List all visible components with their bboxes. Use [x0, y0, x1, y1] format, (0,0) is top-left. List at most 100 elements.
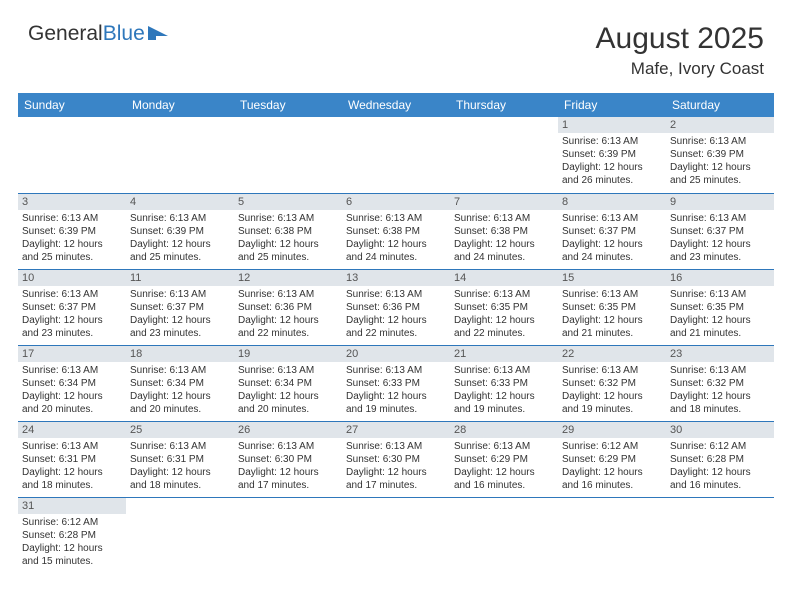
- daylight-line-1: Daylight: 12 hours: [22, 238, 122, 251]
- calendar-day-cell: 9Sunrise: 6:13 AMSunset: 6:37 PMDaylight…: [666, 193, 774, 269]
- daylight-line-2: and 20 minutes.: [130, 403, 230, 416]
- daylight-line-1: Daylight: 12 hours: [670, 466, 770, 479]
- daylight-line-2: and 24 minutes.: [454, 251, 554, 264]
- calendar-day-cell: 17Sunrise: 6:13 AMSunset: 6:34 PMDayligh…: [18, 345, 126, 421]
- sunset-line: Sunset: 6:34 PM: [22, 377, 122, 390]
- sunset-line: Sunset: 6:39 PM: [130, 225, 230, 238]
- sunrise-line: Sunrise: 6:13 AM: [670, 212, 770, 225]
- day-number: 27: [342, 422, 450, 438]
- sunset-line: Sunset: 6:34 PM: [130, 377, 230, 390]
- calendar-day-cell: 1Sunrise: 6:13 AMSunset: 6:39 PMDaylight…: [558, 117, 666, 193]
- day-number: 22: [558, 346, 666, 362]
- sunset-line: Sunset: 6:36 PM: [346, 301, 446, 314]
- sunset-line: Sunset: 6:35 PM: [670, 301, 770, 314]
- sunrise-line: Sunrise: 6:13 AM: [238, 212, 338, 225]
- calendar-day-cell: 14Sunrise: 6:13 AMSunset: 6:35 PMDayligh…: [450, 269, 558, 345]
- logo-flag-icon: [148, 26, 170, 42]
- sunset-line: Sunset: 6:28 PM: [22, 529, 122, 542]
- daylight-line-2: and 16 minutes.: [562, 479, 662, 492]
- logo-text-blue: Blue: [103, 22, 145, 46]
- calendar-day-cell: 26Sunrise: 6:13 AMSunset: 6:30 PMDayligh…: [234, 421, 342, 497]
- daylight-line-2: and 21 minutes.: [562, 327, 662, 340]
- calendar-empty-cell: [342, 117, 450, 193]
- sunrise-line: Sunrise: 6:13 AM: [22, 440, 122, 453]
- sunset-line: Sunset: 6:37 PM: [22, 301, 122, 314]
- calendar-day-cell: 3Sunrise: 6:13 AMSunset: 6:39 PMDaylight…: [18, 193, 126, 269]
- daylight-line-2: and 19 minutes.: [346, 403, 446, 416]
- sunrise-line: Sunrise: 6:12 AM: [22, 516, 122, 529]
- daylight-line-1: Daylight: 12 hours: [454, 390, 554, 403]
- daylight-line-1: Daylight: 12 hours: [562, 390, 662, 403]
- sunset-line: Sunset: 6:34 PM: [238, 377, 338, 390]
- calendar-day-cell: 29Sunrise: 6:12 AMSunset: 6:29 PMDayligh…: [558, 421, 666, 497]
- daylight-line-2: and 15 minutes.: [22, 555, 122, 568]
- daylight-line-1: Daylight: 12 hours: [130, 390, 230, 403]
- day-number: 9: [666, 194, 774, 210]
- sunset-line: Sunset: 6:32 PM: [670, 377, 770, 390]
- sunset-line: Sunset: 6:29 PM: [562, 453, 662, 466]
- day-number: 25: [126, 422, 234, 438]
- calendar-day-cell: 20Sunrise: 6:13 AMSunset: 6:33 PMDayligh…: [342, 345, 450, 421]
- sunset-line: Sunset: 6:33 PM: [454, 377, 554, 390]
- calendar-week-row: 17Sunrise: 6:13 AMSunset: 6:34 PMDayligh…: [18, 345, 774, 421]
- sunset-line: Sunset: 6:39 PM: [22, 225, 122, 238]
- day-header: Monday: [126, 93, 234, 117]
- sunset-line: Sunset: 6:29 PM: [454, 453, 554, 466]
- calendar-day-cell: 23Sunrise: 6:13 AMSunset: 6:32 PMDayligh…: [666, 345, 774, 421]
- calendar-empty-cell: [666, 497, 774, 573]
- day-header: Thursday: [450, 93, 558, 117]
- calendar-empty-cell: [450, 117, 558, 193]
- daylight-line-1: Daylight: 12 hours: [238, 466, 338, 479]
- month-title: August 2025: [596, 22, 764, 56]
- sunrise-line: Sunrise: 6:13 AM: [346, 364, 446, 377]
- sunrise-line: Sunrise: 6:13 AM: [454, 212, 554, 225]
- calendar-empty-cell: [558, 497, 666, 573]
- sunrise-line: Sunrise: 6:13 AM: [346, 440, 446, 453]
- daylight-line-2: and 24 minutes.: [562, 251, 662, 264]
- sunrise-line: Sunrise: 6:13 AM: [238, 288, 338, 301]
- daylight-line-2: and 22 minutes.: [454, 327, 554, 340]
- day-number: 30: [666, 422, 774, 438]
- daylight-line-2: and 19 minutes.: [562, 403, 662, 416]
- daylight-line-2: and 17 minutes.: [238, 479, 338, 492]
- sunrise-line: Sunrise: 6:13 AM: [22, 212, 122, 225]
- daylight-line-2: and 25 minutes.: [238, 251, 338, 264]
- calendar-empty-cell: [18, 117, 126, 193]
- daylight-line-2: and 19 minutes.: [454, 403, 554, 416]
- calendar-empty-cell: [450, 497, 558, 573]
- calendar-day-cell: 21Sunrise: 6:13 AMSunset: 6:33 PMDayligh…: [450, 345, 558, 421]
- sunrise-line: Sunrise: 6:13 AM: [346, 288, 446, 301]
- calendar-week-row: 1Sunrise: 6:13 AMSunset: 6:39 PMDaylight…: [18, 117, 774, 193]
- sunrise-line: Sunrise: 6:13 AM: [454, 364, 554, 377]
- day-number: 19: [234, 346, 342, 362]
- sunset-line: Sunset: 6:33 PM: [346, 377, 446, 390]
- sunset-line: Sunset: 6:32 PM: [562, 377, 662, 390]
- calendar-table: SundayMondayTuesdayWednesdayThursdayFrid…: [18, 93, 774, 573]
- calendar-head: SundayMondayTuesdayWednesdayThursdayFrid…: [18, 93, 774, 117]
- sunrise-line: Sunrise: 6:13 AM: [670, 135, 770, 148]
- daylight-line-1: Daylight: 12 hours: [238, 314, 338, 327]
- calendar-day-cell: 27Sunrise: 6:13 AMSunset: 6:30 PMDayligh…: [342, 421, 450, 497]
- daylight-line-1: Daylight: 12 hours: [454, 238, 554, 251]
- page-header: GeneralBlue August 2025 Mafe, Ivory Coas…: [0, 0, 792, 87]
- sunrise-line: Sunrise: 6:13 AM: [454, 288, 554, 301]
- daylight-line-2: and 17 minutes.: [346, 479, 446, 492]
- calendar-day-cell: 31Sunrise: 6:12 AMSunset: 6:28 PMDayligh…: [18, 497, 126, 573]
- sunrise-line: Sunrise: 6:13 AM: [130, 212, 230, 225]
- daylight-line-2: and 20 minutes.: [238, 403, 338, 416]
- day-number: 24: [18, 422, 126, 438]
- sunrise-line: Sunrise: 6:13 AM: [670, 364, 770, 377]
- day-number: 12: [234, 270, 342, 286]
- sunrise-line: Sunrise: 6:13 AM: [22, 288, 122, 301]
- daylight-line-2: and 25 minutes.: [22, 251, 122, 264]
- calendar-day-cell: 15Sunrise: 6:13 AMSunset: 6:35 PMDayligh…: [558, 269, 666, 345]
- day-number: 26: [234, 422, 342, 438]
- calendar-day-cell: 25Sunrise: 6:13 AMSunset: 6:31 PMDayligh…: [126, 421, 234, 497]
- sunrise-line: Sunrise: 6:13 AM: [562, 135, 662, 148]
- sunrise-line: Sunrise: 6:12 AM: [562, 440, 662, 453]
- daylight-line-1: Daylight: 12 hours: [238, 238, 338, 251]
- sunset-line: Sunset: 6:28 PM: [670, 453, 770, 466]
- daylight-line-2: and 23 minutes.: [22, 327, 122, 340]
- calendar-day-cell: 11Sunrise: 6:13 AMSunset: 6:37 PMDayligh…: [126, 269, 234, 345]
- day-number: 31: [18, 498, 126, 514]
